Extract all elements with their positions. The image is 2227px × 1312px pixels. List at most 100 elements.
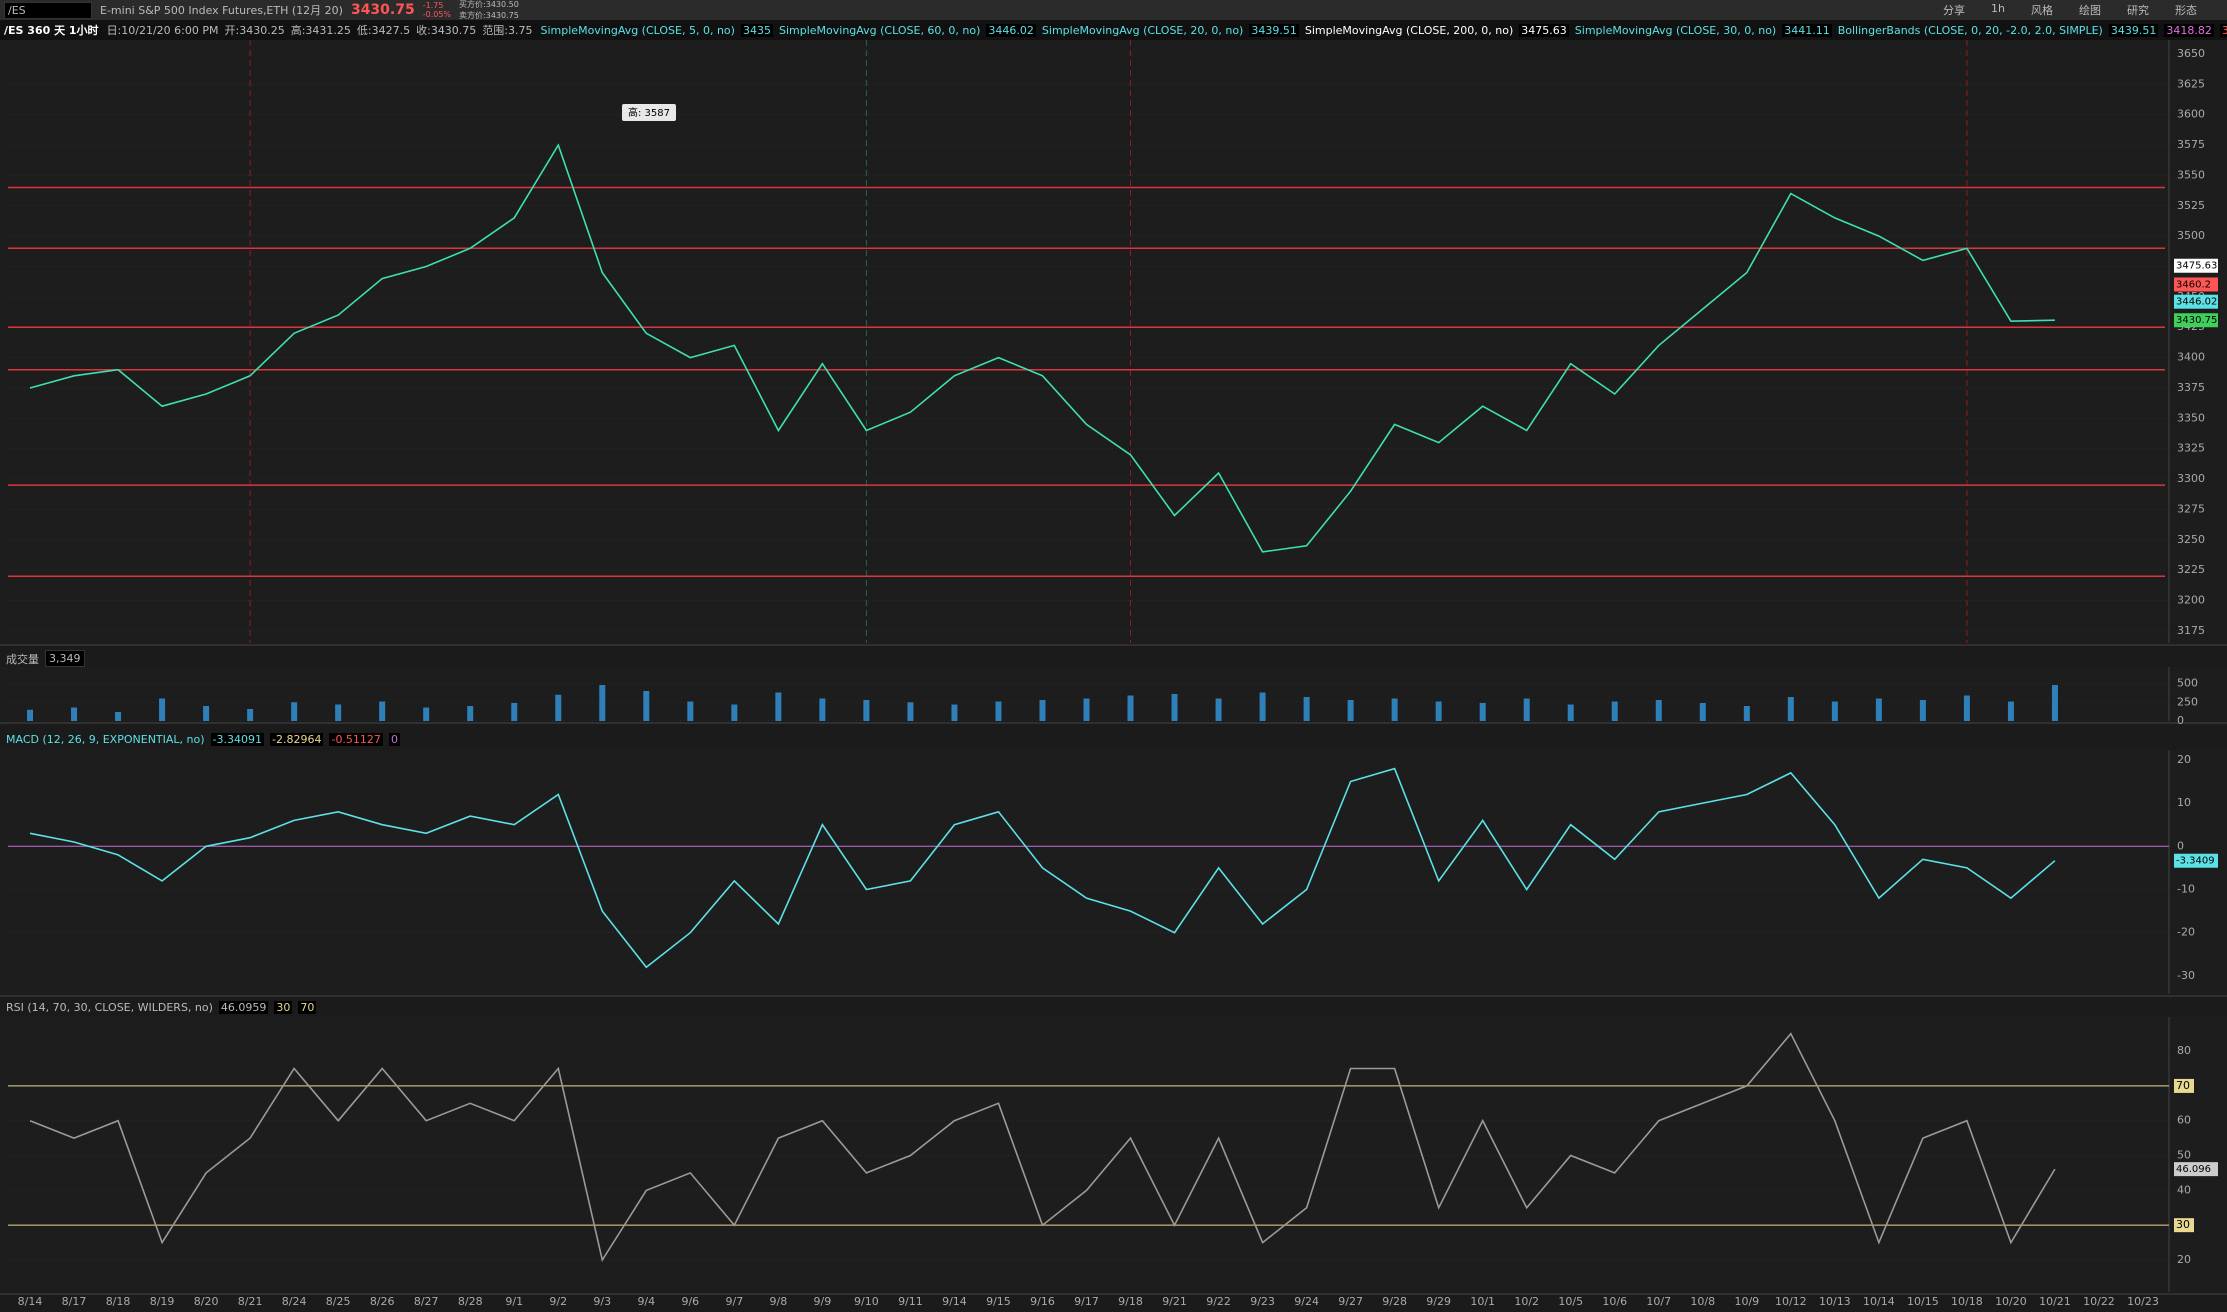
volume-bar	[1611, 701, 1618, 721]
macd-readout: -3.34091	[210, 733, 264, 746]
x-tick-label: 9/14	[942, 1295, 967, 1308]
x-tick-label: 9/24	[1294, 1295, 1319, 1308]
volume-bar	[1699, 703, 1706, 721]
toolbar-button[interactable]: 形态	[2175, 4, 2197, 17]
toolbar-button[interactable]: 分享	[1943, 4, 1966, 17]
x-tick-label: 9/8	[770, 1295, 788, 1308]
volume-bar	[863, 700, 870, 721]
y-tick-label: 20	[2177, 753, 2191, 766]
volume-bar	[467, 706, 474, 721]
x-tick-label: 8/19	[150, 1295, 175, 1308]
x-tick-label: 10/15	[1907, 1295, 1939, 1308]
x-tick-label: 9/10	[854, 1295, 879, 1308]
x-tick-label: 8/26	[370, 1295, 395, 1308]
y-tick-label: 3275	[2177, 502, 2205, 515]
x-tick-label: 9/28	[1382, 1295, 1407, 1308]
study-value: 3441.11	[1782, 23, 1832, 37]
x-tick-label: 8/18	[106, 1295, 131, 1308]
x-tick-label: 10/13	[1819, 1295, 1851, 1308]
x-tick-label: 9/7	[725, 1295, 743, 1308]
y-tick-label: 3400	[2177, 351, 2205, 364]
x-tick-label: 10/21	[2039, 1295, 2071, 1308]
ohlc-field: 开:3430.25	[224, 24, 285, 37]
volume-bar	[687, 701, 694, 721]
band-label: 30	[2176, 1218, 2190, 1231]
panel-bg	[0, 40, 2227, 643]
y-tick-label: 0	[2177, 839, 2184, 852]
x-tick-label: 9/27	[1338, 1295, 1363, 1308]
y-tick-label: 20	[2177, 1253, 2191, 1266]
y-tick-label: 40	[2177, 1183, 2191, 1196]
macd-readout: -2.82964	[270, 733, 324, 746]
ohlc-field: 收:3430.75	[416, 24, 477, 37]
volume-bar	[511, 703, 518, 721]
y-tick-label: 80	[2177, 1044, 2191, 1057]
band-label-box	[2174, 1078, 2194, 1093]
volume-bar	[599, 685, 606, 721]
volume-bar	[1919, 700, 1926, 721]
rsi-readout: 30	[274, 1001, 293, 1014]
volume-bar	[1127, 695, 1134, 721]
macd-readout: -0.51127	[329, 733, 383, 746]
volume-bar	[2007, 701, 2014, 721]
price-marker-box	[2174, 277, 2218, 292]
volume-bar	[1259, 692, 1266, 721]
ohlc-fields: 日:10/21/20 6:00 PM 开:3430.25 高:3431.25 低:34…	[107, 22, 533, 38]
volume-bar	[1039, 700, 1046, 721]
x-tick-label: 10/12	[1775, 1295, 1807, 1308]
volume-bar	[1435, 701, 1442, 721]
band-label-box	[2174, 1218, 2194, 1233]
price-marker: 46.096	[2176, 1164, 2211, 1175]
series-line	[29, 767, 2056, 969]
price-marker: 3446.02	[2176, 297, 2217, 308]
y-tick-label: 3575	[2177, 138, 2205, 151]
volume-bar	[555, 694, 562, 721]
macd-readout: 0	[388, 733, 400, 746]
price-marker-box	[2174, 1162, 2218, 1177]
x-tick-label: 10/14	[1863, 1295, 1895, 1308]
volume-bar	[907, 702, 914, 721]
symbol-input[interactable]: /ES	[4, 1, 92, 19]
annotation: 高: 3587	[628, 106, 670, 119]
toolbar-button[interactable]: 绘图	[2079, 4, 2101, 17]
macd-header: MACD (12, 26, 9, EXPONENTIAL, no) -3.3409…	[6, 733, 400, 746]
volume-bar	[951, 704, 958, 721]
x-tick-label: 9/9	[814, 1295, 832, 1308]
chart-header: /ES 360 天 1小时 日:10/21/20 6:00 PM 开:3430.2…	[0, 20, 2227, 40]
study-label: BollingerBands (CLOSE, 0, 20, -2.0, 2.0,…	[1837, 23, 2103, 37]
x-tick-label: 8/28	[458, 1295, 483, 1308]
toolbar-button[interactable]: 风格	[2031, 4, 2053, 17]
y-tick-label: 3550	[2177, 168, 2205, 181]
study-label: SimpleMovingAvg (CLOSE, 200, 0, no)	[1304, 23, 1514, 37]
y-tick-label: 3625	[2177, 77, 2205, 90]
x-tick-label: 9/2	[549, 1295, 567, 1308]
toolbar-button[interactable]: 研究	[2127, 4, 2149, 17]
change: -1.75	[422, 1, 444, 10]
y-tick-label: -20	[2177, 926, 2195, 939]
panel-bg	[0, 667, 2227, 721]
x-tick-label: 8/21	[238, 1295, 263, 1308]
x-tick-label: 9/29	[1426, 1295, 1451, 1308]
series-line	[29, 1032, 2056, 1263]
volume-bar	[731, 704, 738, 721]
volume-bar	[1743, 706, 1750, 721]
volume-readout: 3,349	[45, 650, 85, 667]
volume-bar	[1831, 701, 1838, 721]
x-tick-label: 10/18	[1951, 1295, 1983, 1308]
y-tick-label: 3525	[2177, 199, 2205, 212]
study-label: SimpleMovingAvg (CLOSE, 5, 0, no)	[540, 23, 735, 37]
x-tick-label: 9/6	[681, 1295, 699, 1308]
y-tick-label: -30	[2177, 969, 2195, 982]
last-price: 3430.75	[350, 2, 415, 18]
y-tick-label: 3300	[2177, 472, 2205, 485]
volume-bar	[1083, 698, 1090, 721]
toolbar-button[interactable]: 1h	[1991, 2, 2005, 15]
x-tick-label: 10/7	[1646, 1295, 1671, 1308]
change-pct: -0.05%	[422, 10, 452, 19]
volume-bar	[1875, 698, 1882, 721]
x-tick-label: 8/25	[326, 1295, 351, 1308]
band-label: 70	[2176, 1079, 2190, 1092]
volume-bar	[1523, 698, 1530, 721]
y-tick-label: 3375	[2177, 381, 2205, 394]
